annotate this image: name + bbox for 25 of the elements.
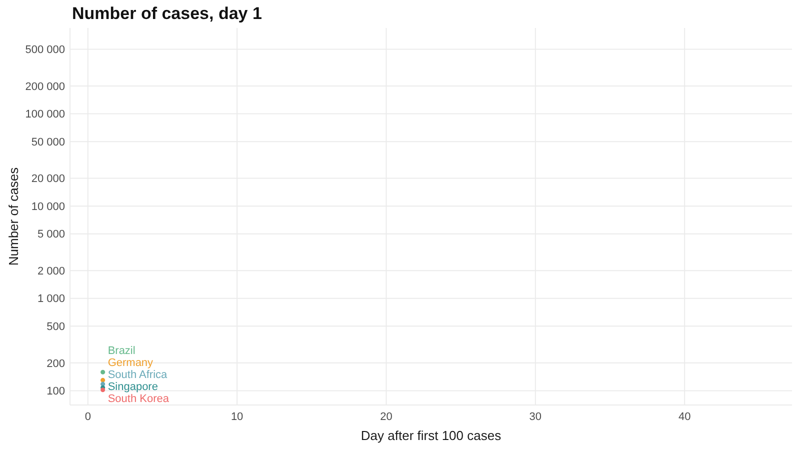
- series-label: Singapore: [108, 380, 158, 393]
- x-tick-label: 20: [380, 411, 392, 423]
- y-tick-label: 10 000: [31, 200, 65, 213]
- y-tick-label: 20 000: [31, 173, 65, 186]
- series-label: Brazil: [108, 344, 136, 357]
- chart-title: Number of cases, day 1: [72, 4, 262, 23]
- x-tick-label: 10: [230, 411, 244, 423]
- y-tick-label: 2 000: [37, 265, 65, 278]
- y-tick-label: 500 000: [25, 44, 65, 56]
- y-tick-label: 1 000: [37, 293, 65, 306]
- y-tick-label: 500: [46, 321, 65, 334]
- y-tick-label: 200: [46, 358, 65, 370]
- x-axis-title: Day after first 100 cases: [360, 428, 502, 443]
- series-label: South Korea: [108, 392, 170, 405]
- y-tick-label: 5 000: [37, 228, 65, 241]
- series-label: Germany: [108, 356, 154, 369]
- y-tick-label: 100: [46, 386, 65, 398]
- x-tick-label: 0: [84, 411, 91, 423]
- y-tick-label: 200 000: [25, 80, 65, 93]
- x-tick-label: 40: [678, 411, 691, 423]
- y-tick-label: 50 000: [31, 136, 65, 148]
- y-axis-title: Number of cases: [6, 166, 21, 266]
- y-tick-label: 100 000: [25, 108, 65, 121]
- x-tick-label: 30: [529, 411, 542, 423]
- series-label: South Africa: [108, 368, 168, 381]
